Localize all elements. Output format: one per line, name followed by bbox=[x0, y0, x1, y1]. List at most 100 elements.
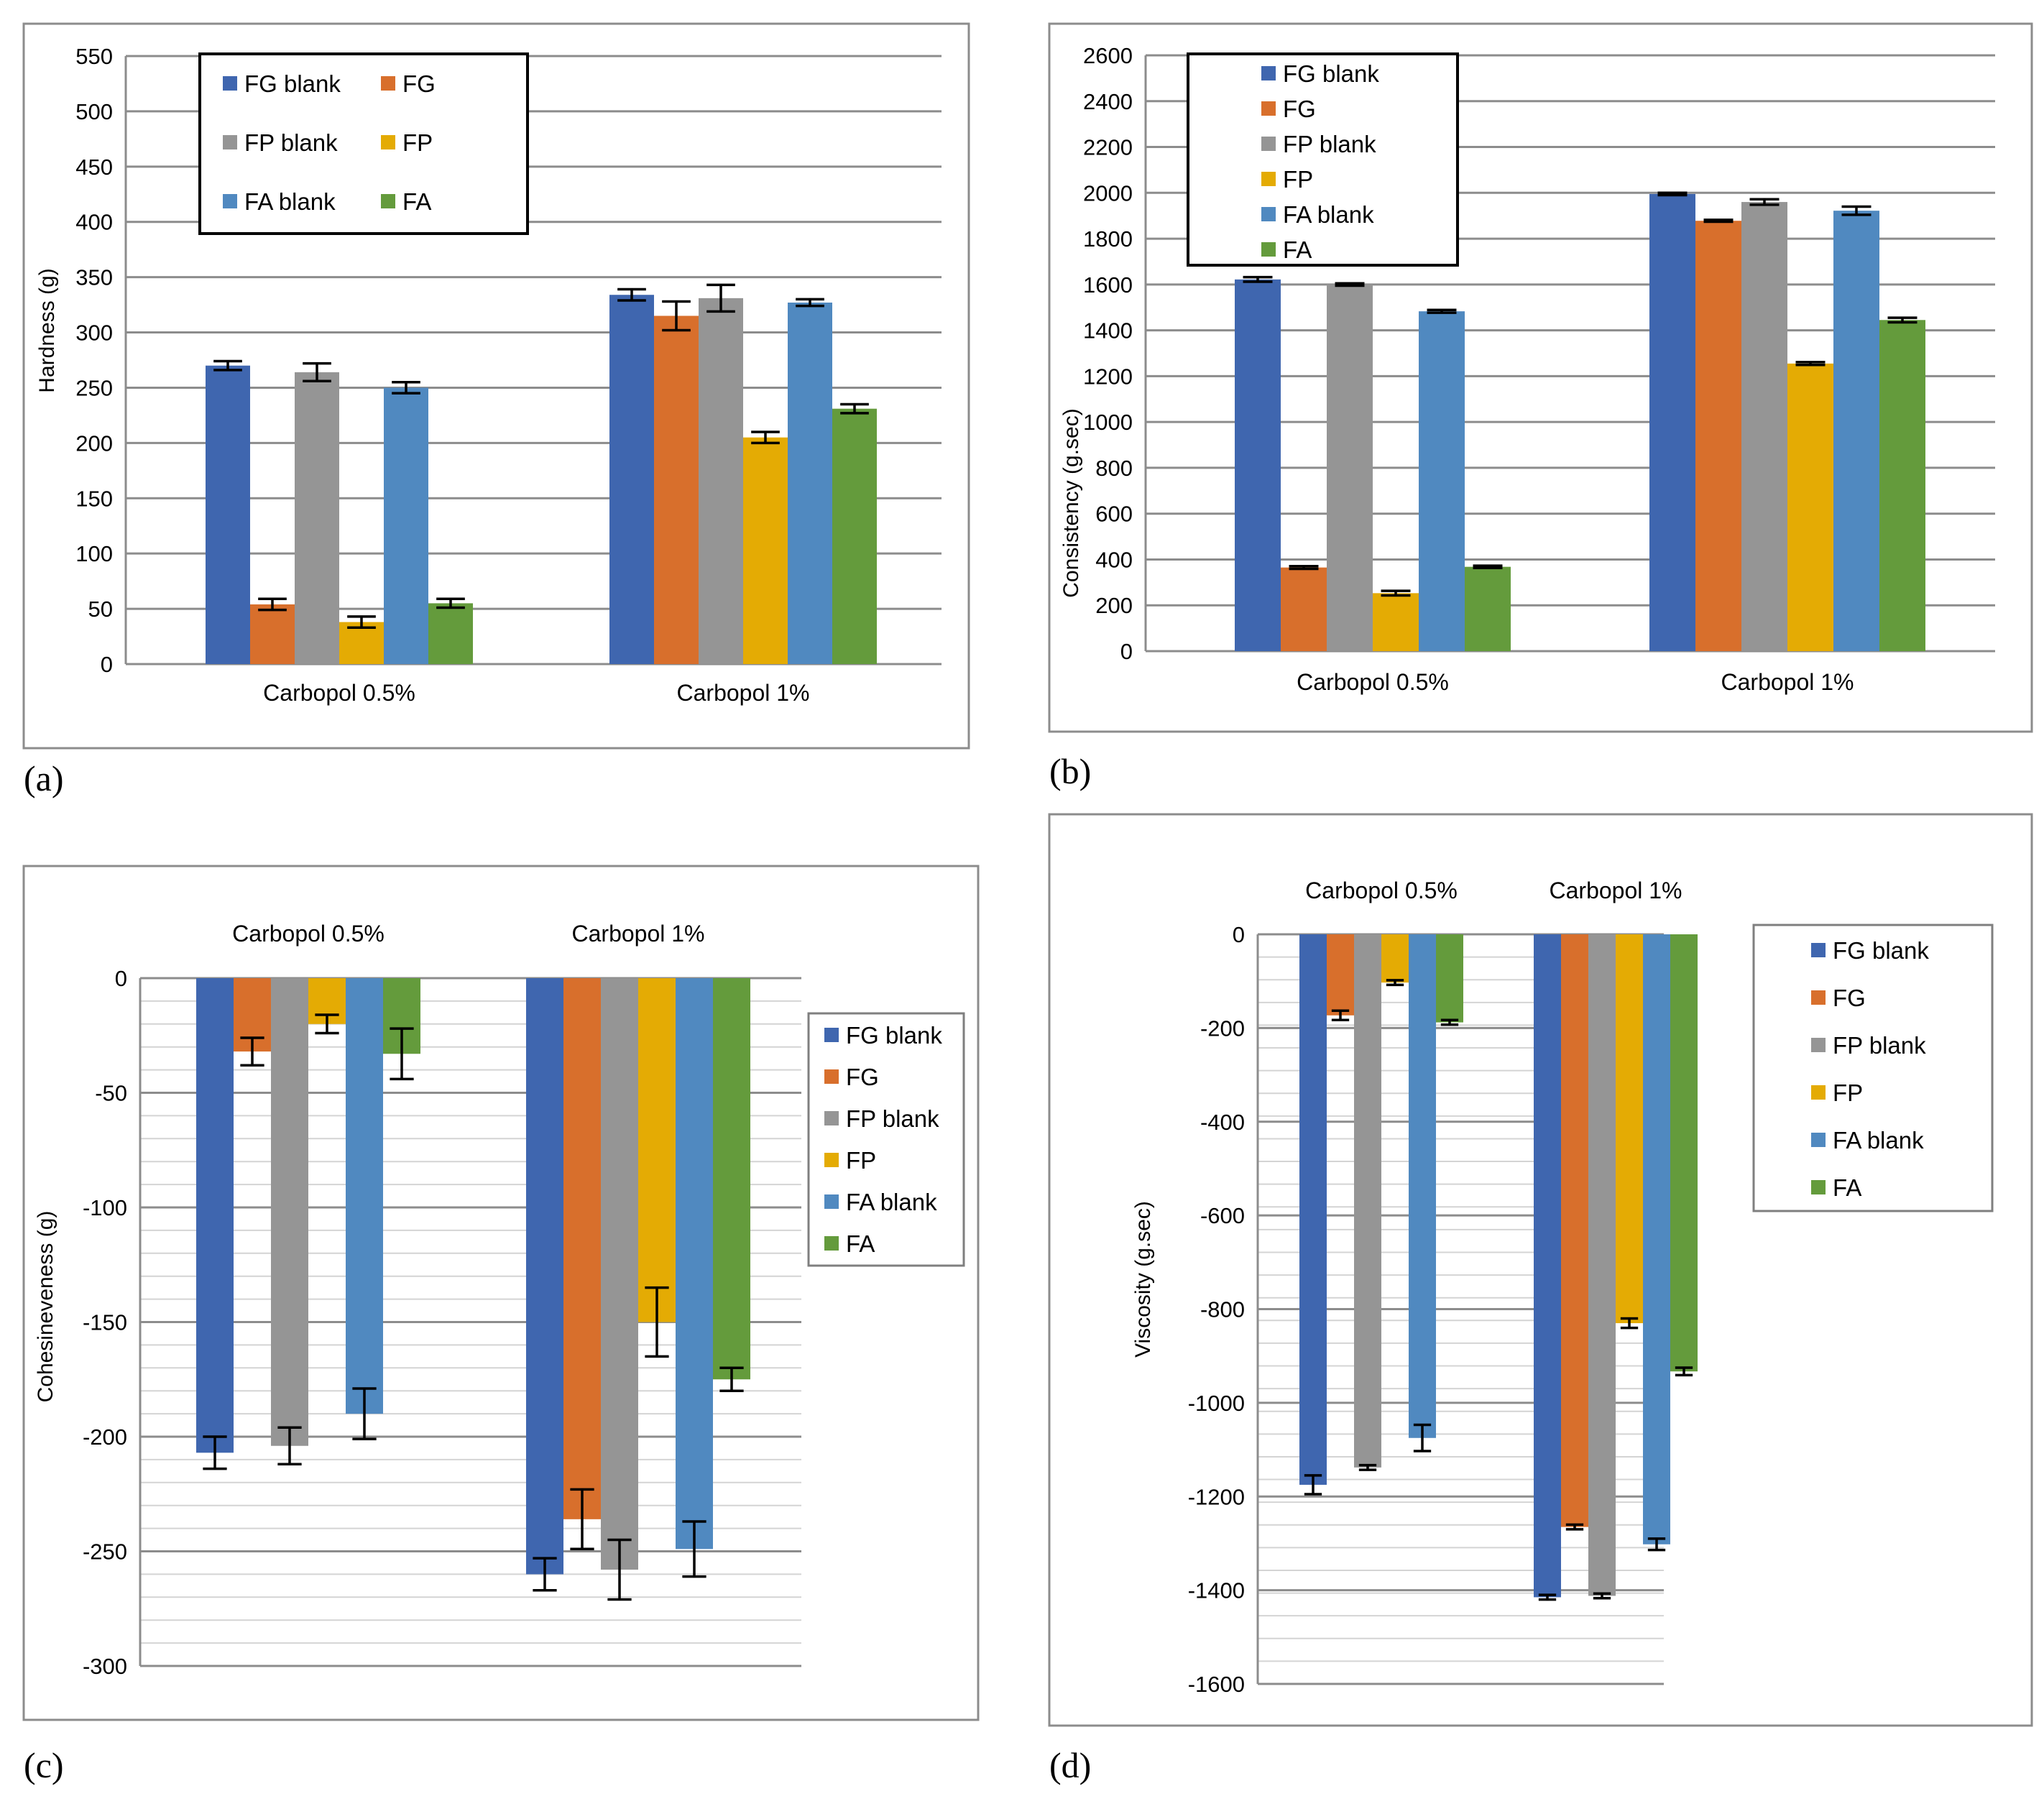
bar-fa-blank-carbopol-1 bbox=[788, 303, 832, 664]
bar-fp-carbopol-1 bbox=[1787, 363, 1833, 651]
category-label-carbopol-1: Carbopol 1% bbox=[1550, 878, 1682, 903]
error-bar bbox=[1381, 589, 1411, 597]
bar-fp-blank-carbopol-1 bbox=[699, 298, 743, 664]
bar-fg-blank-carbopol-0-5 bbox=[196, 978, 234, 1453]
bar-fg-carbopol-0-5 bbox=[250, 604, 295, 664]
legend-label-fa-blank: FA blank bbox=[1283, 201, 1374, 228]
y-tick-label: -250 bbox=[83, 1539, 127, 1565]
bar-fg-carbopol-0-5 bbox=[1281, 567, 1327, 651]
error-bar bbox=[1647, 1537, 1666, 1552]
y-tick-label: 550 bbox=[75, 44, 113, 69]
y-tick-label: 1800 bbox=[1083, 226, 1133, 252]
y-tick-label: 300 bbox=[75, 321, 113, 346]
legend-label-fg: FG bbox=[1283, 96, 1316, 122]
y-tick-label: 2000 bbox=[1083, 180, 1133, 206]
y-tick-label: 2200 bbox=[1083, 135, 1133, 160]
bar-fg-blank-carbopol-1 bbox=[1649, 193, 1695, 651]
y-tick-label: -100 bbox=[83, 1195, 127, 1220]
error-bar bbox=[1675, 1366, 1693, 1377]
bar-fg-blank-carbopol-1 bbox=[1534, 934, 1561, 1598]
error-bar bbox=[277, 1426, 302, 1466]
category-label-carbopol-0-5: Carbopol 0.5% bbox=[232, 921, 385, 947]
legend-label-fp-blank: FP blank bbox=[1833, 1032, 1926, 1059]
error-bar bbox=[1887, 316, 1918, 324]
y-tick-label: 0 bbox=[115, 966, 127, 991]
y-tick-label: -1200 bbox=[1188, 1484, 1245, 1509]
y-tick-label: 50 bbox=[88, 597, 113, 622]
bar-fg-blank-carbopol-1 bbox=[609, 295, 654, 664]
y-axis-title: Viscosity (g.sec) bbox=[1131, 1201, 1155, 1358]
bar-fg-carbopol-1 bbox=[1695, 221, 1741, 651]
error-bar bbox=[1593, 1592, 1611, 1600]
y-tick-label: 250 bbox=[75, 375, 113, 400]
y-tick-label: 400 bbox=[1095, 547, 1133, 572]
legend-swatch-fg-blank bbox=[1261, 66, 1276, 80]
y-tick-label: 400 bbox=[75, 210, 113, 235]
y-tick-label: -1400 bbox=[1188, 1578, 1245, 1603]
legend-label-fp-blank: FP blank bbox=[244, 129, 338, 156]
error-bar bbox=[1795, 361, 1826, 367]
bar-fa-carbopol-0-5 bbox=[1465, 566, 1511, 651]
legend-swatch-fg bbox=[1261, 101, 1276, 116]
y-tick-label: 0 bbox=[1120, 639, 1133, 664]
bar-fp-carbopol-1 bbox=[1616, 934, 1643, 1324]
legend-swatch-fp-blank bbox=[223, 135, 237, 149]
legend-swatch-fa-blank bbox=[223, 194, 237, 208]
legend-label-fa-blank: FA blank bbox=[1833, 1127, 1924, 1154]
y-tick-label: 2400 bbox=[1083, 89, 1133, 114]
bar-fa-carbopol-1 bbox=[713, 978, 750, 1380]
y-tick-label: 1400 bbox=[1083, 318, 1133, 344]
bar-fg-carbopol-0-5 bbox=[1327, 934, 1354, 1016]
error-bar bbox=[682, 1520, 706, 1578]
panel-label: (b) bbox=[1049, 751, 1091, 791]
bar-fp-blank-carbopol-0-5 bbox=[295, 372, 339, 664]
error-bar bbox=[1841, 205, 1872, 216]
legend-label-fa: FA bbox=[1833, 1174, 1861, 1201]
legend-swatch-fa-blank bbox=[1261, 207, 1276, 221]
category-label-carbopol-0-5: Carbopol 0.5% bbox=[1305, 878, 1458, 903]
error-bar bbox=[751, 431, 780, 445]
error-bar bbox=[1243, 275, 1273, 283]
error-bar bbox=[240, 1036, 264, 1067]
y-tick-label: -600 bbox=[1200, 1203, 1245, 1228]
bar-fa-blank-carbopol-1 bbox=[1643, 934, 1670, 1544]
legend-label-fp: FP bbox=[1283, 166, 1313, 193]
y-tick-label: -1000 bbox=[1188, 1391, 1245, 1416]
legend-swatch-fa-blank bbox=[824, 1194, 839, 1209]
y-tick-label: 0 bbox=[101, 652, 113, 677]
bar-fp-blank-carbopol-1 bbox=[601, 978, 638, 1570]
error-bar bbox=[1427, 308, 1457, 314]
legend-label-fg: FG bbox=[846, 1064, 879, 1090]
bar-fp-blank-carbopol-1 bbox=[1588, 934, 1616, 1596]
legend-swatch-fa bbox=[381, 194, 395, 208]
error-bar bbox=[719, 1366, 744, 1392]
legend-swatch-fg bbox=[381, 76, 395, 91]
error-bar bbox=[392, 381, 420, 395]
y-axis-title: Consistency (g.sec) bbox=[1059, 408, 1083, 597]
category-label-carbopol-1: Carbopol 1% bbox=[572, 921, 705, 947]
legend-label-fa: FA bbox=[1283, 236, 1312, 263]
bar-fa-blank-carbopol-1 bbox=[1833, 211, 1879, 651]
legend-swatch-fp-blank bbox=[1811, 1038, 1826, 1052]
bar-fp-carbopol-0-5 bbox=[339, 622, 384, 664]
legend-label-fa-blank: FA blank bbox=[846, 1189, 937, 1215]
y-tick-label: -200 bbox=[83, 1424, 127, 1450]
y-tick-label: 800 bbox=[1095, 456, 1133, 481]
error-bar bbox=[607, 1538, 632, 1601]
legend-swatch-fa bbox=[824, 1236, 839, 1251]
legend-swatch-fp bbox=[1811, 1085, 1826, 1100]
panel-label: (c) bbox=[24, 1745, 64, 1785]
error-bar bbox=[533, 1557, 557, 1592]
y-tick-label: 350 bbox=[75, 265, 113, 290]
bar-fa-blank-carbopol-0-5 bbox=[1419, 311, 1465, 651]
y-axis-title: Hardness (g) bbox=[35, 268, 59, 392]
y-tick-label: -800 bbox=[1200, 1297, 1245, 1322]
error-bar bbox=[1386, 979, 1404, 987]
legend-swatch-fp-blank bbox=[1261, 137, 1276, 151]
legend-label-fg-blank: FG blank bbox=[846, 1022, 942, 1049]
legend-swatch-fp bbox=[824, 1153, 839, 1167]
error-bar bbox=[347, 615, 376, 629]
error-bar bbox=[1620, 1317, 1639, 1330]
bar-fp-carbopol-0-5 bbox=[1381, 934, 1409, 983]
